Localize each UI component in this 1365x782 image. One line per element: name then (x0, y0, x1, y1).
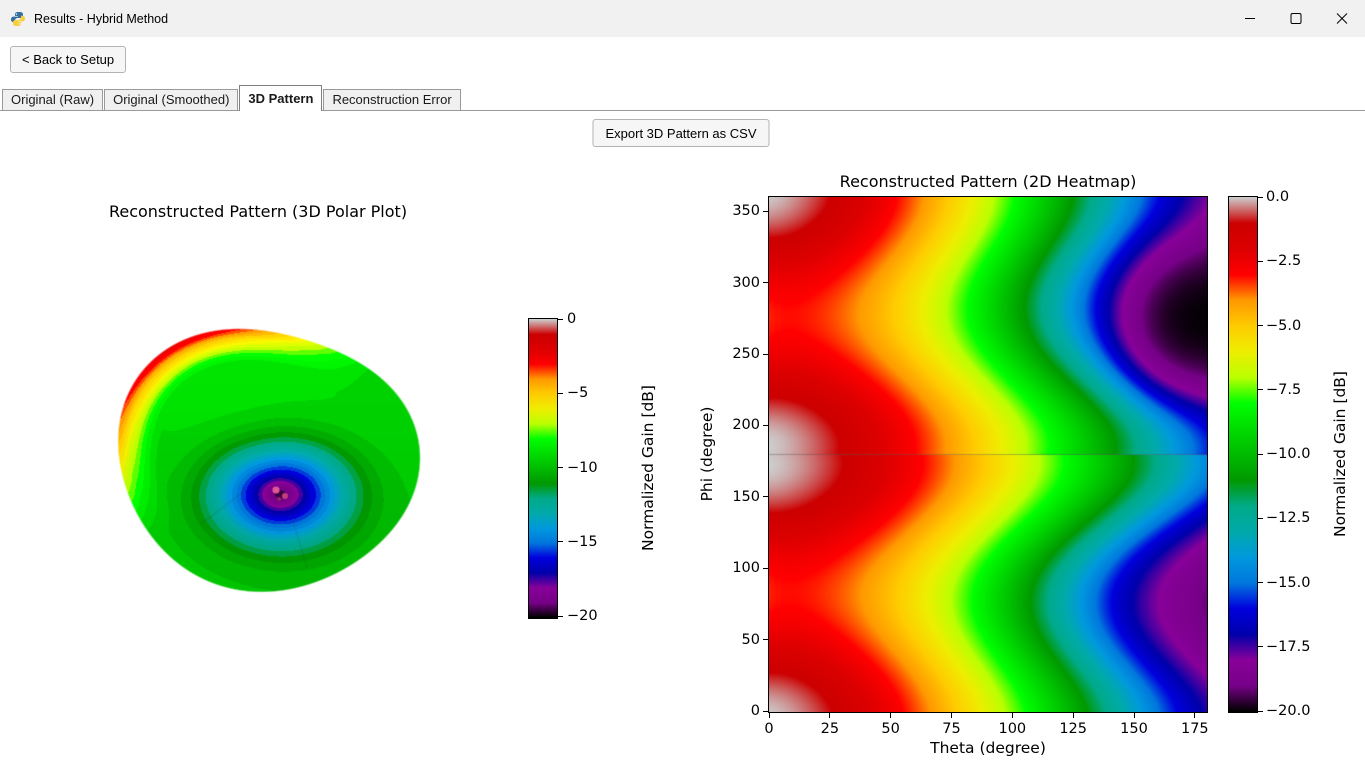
polar3d-plot (105, 318, 425, 618)
back-to-setup-button[interactable]: < Back to Setup (10, 46, 127, 73)
polar3d-title: Reconstructed Pattern (3D Polar Plot) (108, 202, 408, 221)
heatmap-ytick-label: 250 (732, 346, 760, 363)
export-csv-button[interactable]: Export 3D Pattern as CSV (592, 119, 770, 147)
heatmap-xtick-label: 75 (942, 721, 961, 737)
heatmap-colorbar-tick (1258, 389, 1263, 391)
polar3d-colorbar-tick-label: −20 (567, 608, 598, 624)
heatmap-colorbar-tick (1258, 453, 1263, 455)
tab-3d-pattern[interactable]: 3D Pattern (239, 85, 323, 111)
heatmap-colorbar-tick (1258, 517, 1263, 519)
polar3d-colorbar-tick-label: −15 (567, 533, 598, 550)
heatmap-xtick (1194, 713, 1196, 718)
heatmap-colorbar-tick-label: −15.0 (1266, 574, 1311, 591)
tab-bar: Original (Raw) Original (Smoothed) 3D Patt… (0, 85, 1365, 111)
polar3d-colorbar (528, 318, 558, 619)
polar3d-colorbar-tick (558, 467, 563, 468)
heatmap-colorbar-tick (1258, 325, 1263, 326)
heatmap-xtick-label: 125 (1059, 721, 1087, 737)
polar3d-colorbar-tick (558, 541, 563, 543)
heatmap-colorbar (1228, 196, 1258, 713)
heatmap-plot (768, 196, 1208, 713)
heatmap-colorbar-label: Normalized Gain [dB] (1331, 371, 1349, 537)
heatmap-ylabel: Phi (degree) (698, 406, 716, 502)
window-controls (1227, 0, 1365, 37)
heatmap-ytick (763, 210, 768, 212)
maximize-icon (1290, 13, 1302, 24)
polar3d-colorbar-tick-label: −10 (567, 459, 598, 476)
heatmap-xlabel: Theta (degree) (930, 739, 1046, 757)
heatmap-ytick (763, 424, 768, 426)
heatmap-ytick (763, 639, 768, 641)
python-app-icon (10, 11, 26, 27)
heatmap-xtick-label: 100 (998, 721, 1027, 737)
heatmap-colorbar-tick (1258, 710, 1263, 712)
polar3d-colorbar-tick-label: 0 (567, 311, 577, 327)
heatmap-ytick-label: 150 (732, 488, 760, 505)
heatmap-xtick-label: 50 (881, 721, 900, 737)
heatmap-colorbar-tick-label: −7.5 (1266, 381, 1302, 398)
heatmap-ytick-label: 200 (732, 417, 760, 434)
tab-reconstruction-error[interactable]: Reconstruction Error (323, 89, 461, 110)
maximize-button[interactable] (1273, 0, 1319, 37)
heatmap-ytick-label: 0 (750, 703, 760, 719)
heatmap-colorbar-tick (1258, 582, 1263, 583)
heatmap-xtick (829, 713, 831, 718)
heatmap-colorbar-tick-label: −10.0 (1266, 446, 1311, 462)
heatmap-ytick (763, 567, 768, 569)
heatmap-xtick (890, 713, 892, 718)
heatmap-colorbar-tick (1258, 260, 1263, 262)
heatmap-ytick-label: 100 (732, 560, 760, 577)
heatmap-ytick-label: 300 (732, 274, 760, 291)
polar3d-colorbar-tick (558, 392, 563, 394)
heatmap-xtick-label: 0 (764, 721, 774, 737)
heatmap-colorbar-tick (1258, 196, 1263, 198)
minimize-icon (1245, 18, 1255, 19)
polar3d-colorbar-tick (558, 615, 563, 617)
heatmap-ytick (763, 282, 768, 284)
titlebar: Results - Hybrid Method (0, 0, 1365, 37)
heatmap-xtick (951, 713, 952, 718)
heatmap-colorbar-tick-label: −2.5 (1266, 253, 1302, 270)
heatmap-colorbar-tick-label: −20.0 (1266, 703, 1311, 719)
heatmap-ytick-label: 50 (741, 631, 760, 648)
close-button[interactable] (1319, 0, 1365, 37)
heatmap-ytick (763, 710, 768, 712)
window-title: Results - Hybrid Method (34, 11, 169, 26)
heatmap-xtick (1072, 713, 1074, 718)
heatmap-xtick (1011, 713, 1013, 718)
heatmap-xtick (768, 713, 770, 718)
polar3d-colorbar-tick-label: −5 (567, 385, 589, 402)
heatmap-ytick (763, 496, 768, 498)
polar3d-colorbar-label: Normalized Gain [dB] (639, 385, 657, 551)
polar3d-colorbar-tick (558, 318, 563, 320)
heatmap-ytick (763, 353, 768, 355)
heatmap-xtick-label: 150 (1120, 721, 1148, 737)
tab-original-raw[interactable]: Original (Raw) (2, 89, 104, 110)
close-icon (1336, 13, 1348, 24)
heatmap-xtick-label: 25 (820, 721, 840, 737)
heatmap-colorbar-tick-label: 0.0 (1266, 189, 1290, 205)
heatmap-colorbar-tick-label: −17.5 (1266, 638, 1311, 655)
heatmap-xtick-label: 175 (1180, 721, 1209, 737)
minimize-button[interactable] (1227, 0, 1273, 37)
heatmap-colorbar-tick (1258, 646, 1263, 648)
heatmap-xtick (1133, 713, 1135, 718)
tab-original-smoothed[interactable]: Original (Smoothed) (104, 89, 239, 110)
heatmap-title: Reconstructed Pattern (2D Heatmap) (839, 172, 1137, 191)
heatmap-colorbar-tick-label: −12.5 (1266, 510, 1311, 527)
heatmap-colorbar-tick-label: −5.0 (1266, 317, 1302, 334)
heatmap-ytick-label: 350 (732, 203, 760, 220)
